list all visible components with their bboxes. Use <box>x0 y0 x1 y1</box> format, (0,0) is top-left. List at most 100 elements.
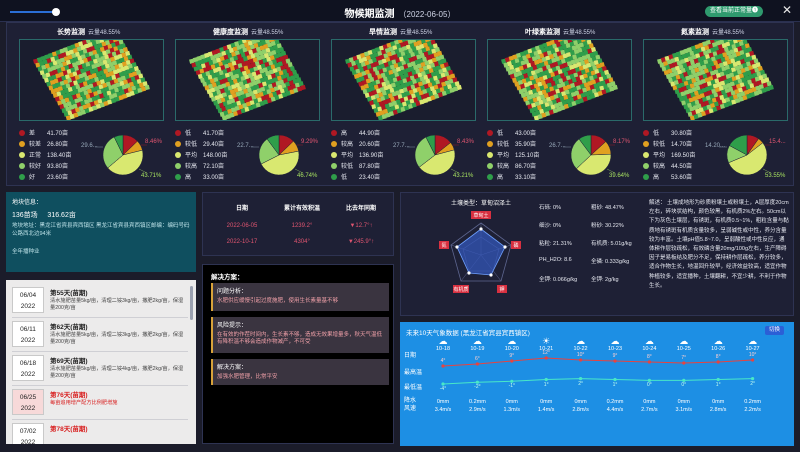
history-item[interactable]: 06/11 2022 第62天(苗期) 清水施肥苗量5kg/亩，清理二铵3kg/… <box>12 318 188 352</box>
history-date-box: 07/02 2022 <box>12 423 44 444</box>
low-temp-label: 2° <box>750 380 755 387</box>
legend-item[interactable]: 较低 14.70亩 <box>643 138 707 149</box>
legend-item[interactable]: 较低 87.80亩 <box>331 160 395 171</box>
soil-value: PH_H2O: 8.6 <box>539 257 572 263</box>
top-bar <box>0 0 800 22</box>
legend-item[interactable]: 平均 136.90亩 <box>331 149 395 160</box>
legend-item[interactable]: 低 43.00亩 <box>487 127 551 138</box>
history-item[interactable]: 07/02 2022 第78天(苗期) <box>12 420 188 444</box>
history-year: 2022 <box>20 371 36 378</box>
legend-item[interactable]: 较低 29.40亩 <box>175 138 239 149</box>
legend-dot <box>643 173 649 180</box>
view-normal-button[interactable]: 查看当前正常量❶ <box>705 6 764 17</box>
legend-item[interactable]: 较高 44.50亩 <box>643 160 707 171</box>
field-map[interactable] <box>331 39 476 121</box>
legend-item[interactable]: 较低 35.90亩 <box>487 138 551 149</box>
legend-label: 较高 <box>185 164 198 170</box>
legend-item[interactable]: 高 44.90亩 <box>331 127 395 138</box>
high-temp-label: 4° <box>440 358 446 364</box>
card-text: 加强水肥管理，比常平安 <box>217 374 278 380</box>
opacity-slider-knob[interactable] <box>52 8 60 16</box>
table-cell: 4304° <box>294 239 310 245</box>
weather-switch-button[interactable]: 切换 <box>765 326 785 335</box>
monitor-legend: 低 30.80亩 较低 14.70亩 平均 169.50亩 较高 44.50亩 … <box>643 127 707 182</box>
history-item[interactable]: 06/04 2022 第55天(苗期) 清水施肥苗量5kg/亩，清理二铵3kg/… <box>12 284 188 318</box>
legend-item[interactable]: 高 33.00亩 <box>175 171 239 182</box>
history-scrollbar[interactable] <box>190 286 193 320</box>
legend-item[interactable]: 好 23.60亩 <box>19 171 83 182</box>
field-map-image <box>345 40 462 120</box>
legend-value: 169.50亩 <box>671 153 696 159</box>
rain-wind: 0mm 3.1m/s <box>669 398 699 414</box>
soil-value: 粉砂: 30.22% <box>591 223 624 229</box>
legend-item[interactable]: 高 53.60亩 <box>643 171 707 182</box>
soil-value: 石砾: 0% <box>539 205 562 211</box>
monitor-pie-chart: 26.7... 8.17% 39.64% <box>549 123 633 185</box>
legend-item[interactable]: 正常 138.40亩 <box>19 149 83 160</box>
high-temp-line-point <box>716 360 720 364</box>
farming-history-list[interactable]: 06/04 2022 第55天(苗期) 清水施肥苗量5kg/亩，清理二铵3kg/… <box>6 280 196 444</box>
soil-value: 粘粒: 21.31% <box>539 241 572 247</box>
monitor-title: 氮素监测 云量48.55% <box>681 27 744 37</box>
close-icon[interactable]: ✕ <box>782 3 793 17</box>
legend-item[interactable]: 较差 26.80亩 <box>19 138 83 149</box>
legend-label: 平均 <box>497 153 510 159</box>
card-title: 解决方案： <box>217 365 248 371</box>
soil-value: 全磷: 0.333g/kg <box>591 259 630 265</box>
history-year: 2022 <box>20 303 36 310</box>
legend-value: 53.60亩 <box>671 175 693 181</box>
row-label-date: 日期 <box>404 353 417 359</box>
pie-slice <box>260 150 300 176</box>
legend-dot <box>487 129 493 136</box>
monitor-title: 旱情监测 云量48.55% <box>369 27 432 37</box>
field-map[interactable] <box>487 39 632 121</box>
block-address: 地块地址：黑龙江省宾县宾西镇区 黑龙江省宾县宾西镇区邮编：编码号码公路西北边94… <box>12 223 190 237</box>
legend-label: 较好 <box>29 164 42 170</box>
legend-item[interactable]: 较高 20.60亩 <box>331 138 395 149</box>
high-temp-line-point <box>544 356 548 360</box>
legend-value: 23.40亩 <box>359 175 381 181</box>
history-date: 06/18 <box>19 360 37 367</box>
legend-dot <box>175 173 181 180</box>
pie-label: 43.21% <box>453 173 474 179</box>
field-map[interactable] <box>19 39 164 121</box>
field-map[interactable] <box>643 39 788 121</box>
rain-value: 0mm <box>540 399 553 405</box>
cloud-icon: ☁ <box>438 336 448 346</box>
monitor-card[interactable]: 氮素监测 云量48.55% 低 30.80亩 较低 14.70亩 平均 169.5… <box>635 23 789 185</box>
legend-item[interactable]: 平均 148.00亩 <box>175 149 239 160</box>
history-item[interactable]: 06/25 2022 第76天(苗期) 每亩追用增产配方比例肥增施 <box>12 386 188 420</box>
legend-item[interactable]: 低 30.80亩 <box>643 127 707 138</box>
forecast-day: ☁ 10-27 <box>738 336 768 352</box>
monitor-card[interactable]: 健康度监测 云量48.55% 低 41.70亩 较低 29.40亩 平均 148.… <box>167 23 321 185</box>
legend-item[interactable]: 平均 125.10亩 <box>487 149 551 160</box>
legend-item[interactable]: 高 33.10亩 <box>487 171 551 182</box>
legend-label: 较低 <box>185 142 198 148</box>
legend-item[interactable]: 平均 169.50亩 <box>643 149 707 160</box>
legend-item[interactable]: 低 23.40亩 <box>331 171 395 182</box>
monitor-legend: 低 43.00亩 较低 35.90亩 平均 125.10亩 较高 86.70亩 … <box>487 127 551 182</box>
field-map[interactable] <box>175 39 320 121</box>
legend-label: 高 <box>341 131 348 137</box>
legend-item[interactable]: 较高 86.70亩 <box>487 160 551 171</box>
monitor-card[interactable]: 长势监测 云量48.55% 差 41.70亩 较差 26.80亩 正常 138.4… <box>11 23 165 185</box>
opacity-slider-track[interactable] <box>10 11 58 13</box>
legend-item[interactable]: 差 41.70亩 <box>19 127 83 138</box>
monitor-card[interactable]: 叶绿素监测 云量48.55% 低 43.00亩 较低 35.90亩 平均 125.… <box>479 23 633 185</box>
field-map-image <box>33 40 150 120</box>
soil-value: 粗砂: 48.47% <box>591 205 624 211</box>
legend-value: 26.80亩 <box>47 142 69 148</box>
legend-label: 低 <box>185 131 192 137</box>
rain-wind: 0.2mm 2.9m/s <box>462 398 492 414</box>
legend-item[interactable]: 较高 72.10亩 <box>175 160 239 171</box>
forecast-date: 10-18 <box>435 346 451 352</box>
legend-item[interactable]: 较好 93.80亩 <box>19 160 83 171</box>
monitor-card[interactable]: 旱情监测 云量48.55% 高 44.90亩 较高 20.60亩 平均 136.9… <box>323 23 477 185</box>
history-item[interactable]: 06/18 2022 第69天(苗期) 清水施肥苗量5kg/亩，清理二铵4kg/… <box>12 352 188 386</box>
legend-value: 86.70亩 <box>515 164 537 170</box>
high-temp-label: 10° <box>576 352 585 358</box>
pie-label: 15.4... <box>769 139 786 145</box>
high-temp-label: 10° <box>748 352 757 358</box>
page-date: （2022-06-05） <box>398 10 456 19</box>
legend-item[interactable]: 低 41.70亩 <box>175 127 239 138</box>
